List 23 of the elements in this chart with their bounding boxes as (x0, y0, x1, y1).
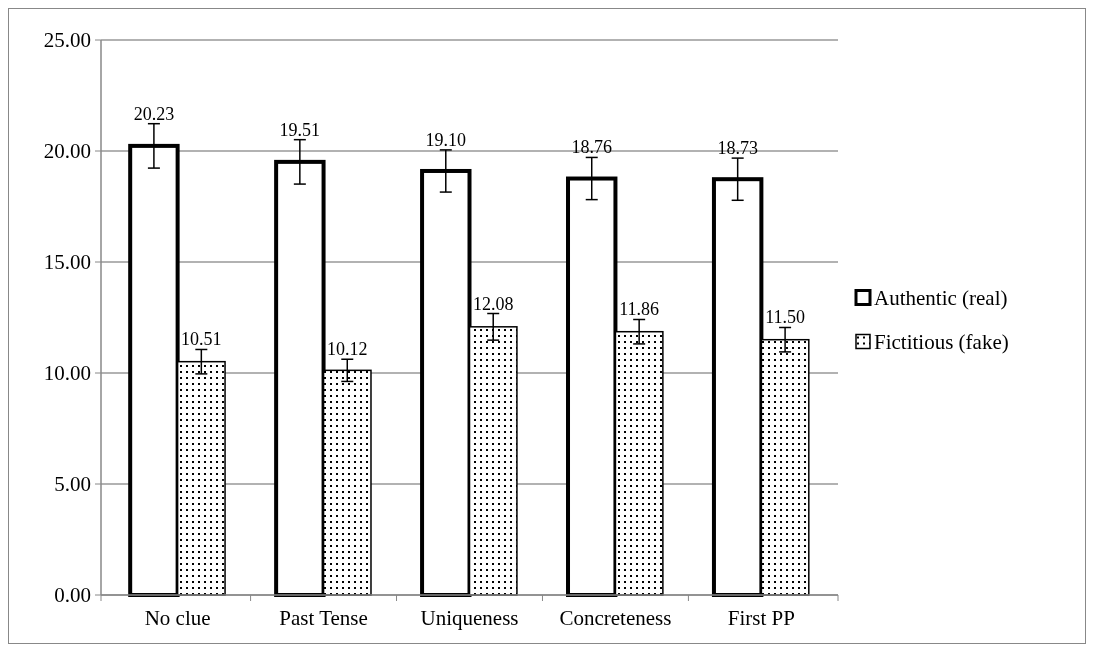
data-label: 18.76 (571, 137, 612, 158)
y-tick-label: 25.00 (43, 28, 91, 53)
data-label: 19.51 (279, 119, 321, 140)
x-tick-label: Uniqueness (420, 606, 519, 630)
y-tick-label: 15.00 (43, 250, 91, 275)
x-tick-label: No clue (144, 606, 211, 630)
legend-label: Fictitious (fake) (874, 329, 1009, 354)
data-label: 11.86 (619, 299, 660, 320)
y-tick-label: 10.00 (43, 361, 91, 386)
y-tick-label: 20.00 (43, 139, 91, 164)
x-tick-label: Past Tense (279, 606, 368, 630)
legend-label: Authentic (real) (874, 285, 1008, 310)
data-label: 12.08 (472, 293, 514, 314)
data-label: 20.23 (133, 103, 175, 124)
x-tick-label: First PP (727, 606, 795, 630)
data-label: 19.10 (425, 129, 467, 150)
x-tick-label: Concreteness (559, 606, 672, 630)
data-label: 18.73 (717, 138, 758, 159)
data-label: 10.12 (327, 339, 368, 360)
y-tick-label: 5.00 (54, 472, 91, 497)
data-label: 10.51 (181, 329, 222, 350)
y-tick-label: 0.00 (54, 583, 91, 608)
data-label: 11.50 (765, 307, 806, 328)
